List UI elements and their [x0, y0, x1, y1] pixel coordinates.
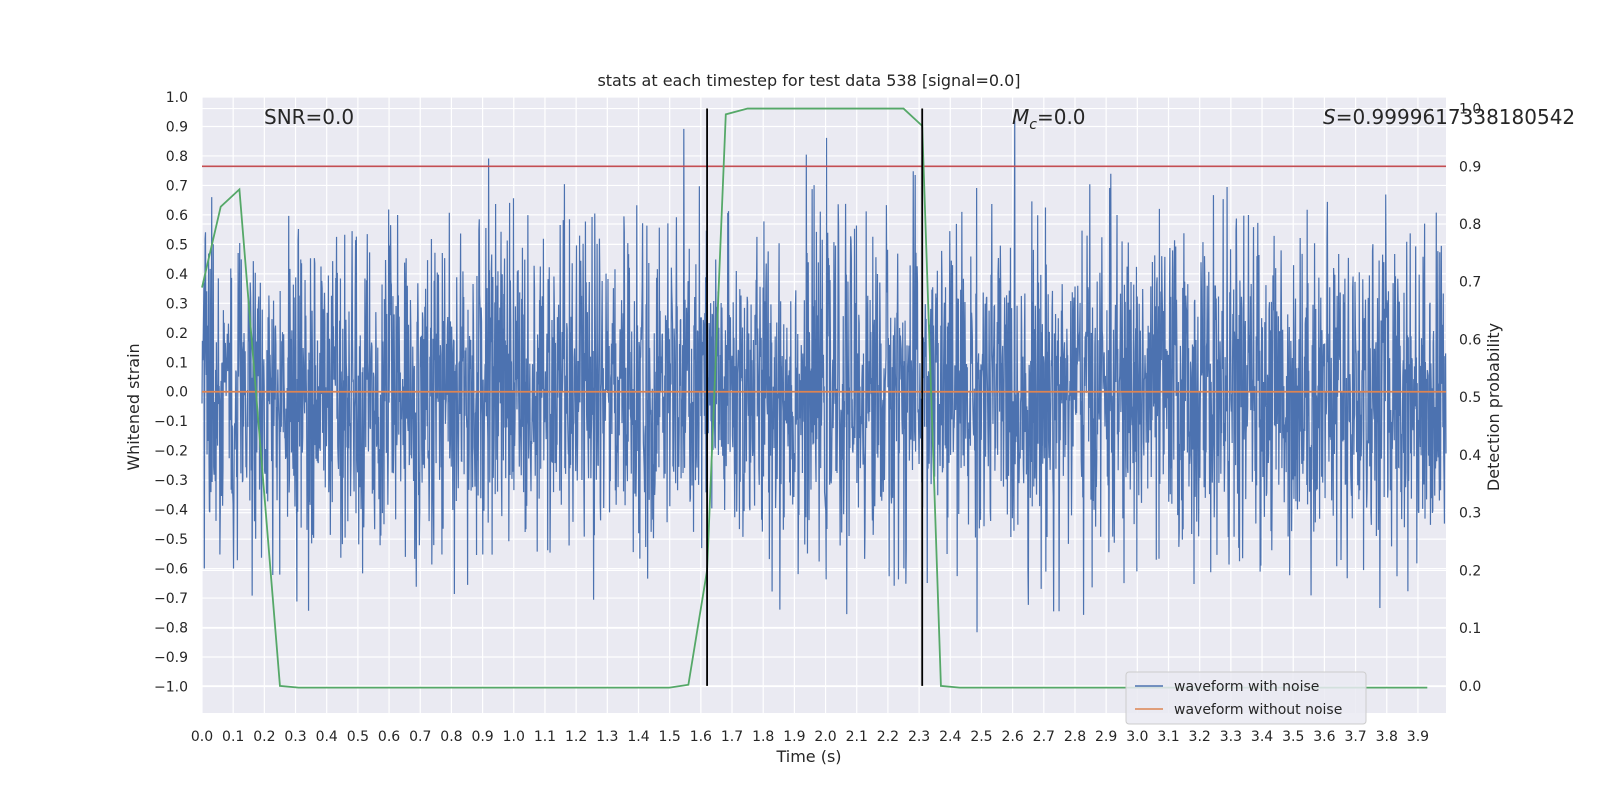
- mc-annotation: Mc=0.0: [1012, 105, 1086, 133]
- x-tick-label: 3.9: [1407, 729, 1429, 745]
- y-tick-label: 0.3: [166, 296, 188, 312]
- y-tick-label: 0.8: [166, 149, 188, 165]
- x-tick-label: 1.5: [659, 729, 681, 745]
- s-symbol: S: [1323, 105, 1336, 129]
- x-tick-label: 0.2: [253, 729, 275, 745]
- x-tick-label: 1.8: [752, 729, 774, 745]
- x-tick-label: 0.5: [347, 729, 369, 745]
- x-tick-label: 3.1: [1157, 729, 1179, 745]
- legend-box: [1125, 671, 1367, 725]
- y2-axis-ticks: 1.0 0.9 0.8 0.7 0.6 0.5 0.4 0.3 0.2 0.1 0.0: [1459, 102, 1481, 695]
- y-tick-label: 1.0: [166, 90, 188, 106]
- y-axis-label: Whitened strain: [124, 343, 143, 470]
- x-tick-label: 1.4: [627, 729, 649, 745]
- x-tick-label: 0.1: [222, 729, 244, 745]
- x-tick-label: 0.4: [316, 729, 338, 745]
- y-tick-label: 0.9: [166, 119, 188, 135]
- y-tick-label: 0.5: [166, 237, 188, 253]
- y-tick-label: 0.7: [166, 178, 188, 194]
- y-axis-ticks: 1.0 0.9 0.8 0.7 0.6 0.5 0.4 0.3 0.2 0.1 0.0 −0.1 −0.…: [154, 90, 188, 695]
- legend-label-waveform-without-noise: waveform without noise: [1174, 702, 1342, 718]
- x-tick-label: 3.6: [1313, 729, 1335, 745]
- chart-title: stats at each timestep for test data 538…: [597, 71, 1020, 90]
- y2-tick-label: 0.2: [1459, 563, 1481, 579]
- y2-tick-label: 0.0: [1459, 679, 1481, 695]
- x-tick-label: 1.1: [534, 729, 556, 745]
- x-tick-label: 1.0: [503, 729, 525, 745]
- y2-tick-label: 0.3: [1459, 506, 1481, 522]
- x-tick-label: 2.5: [970, 729, 992, 745]
- x-tick-label: 0.8: [440, 729, 462, 745]
- y2-tick-label: 1.0: [1459, 102, 1481, 118]
- mc-subscript: c: [1029, 117, 1037, 133]
- y2-tick-label: 0.9: [1459, 159, 1481, 175]
- legend: waveform with noise waveform without noi…: [1125, 671, 1367, 725]
- y-tick-label: −0.7: [154, 591, 188, 607]
- x-tick-label: 3.4: [1251, 729, 1273, 745]
- y-tick-label: 0.0: [166, 385, 188, 401]
- x-tick-label: 1.2: [565, 729, 587, 745]
- legend-label-waveform-with-noise: waveform with noise: [1174, 679, 1319, 695]
- y-tick-label: −0.1: [154, 414, 188, 430]
- x-tick-label: 0.0: [191, 729, 213, 745]
- s-annotation: S=0.9999617338180542: [1323, 105, 1575, 129]
- x-axis-label: Time (s): [775, 747, 841, 766]
- x-tick-label: 2.3: [908, 729, 930, 745]
- mc-value: =0.0: [1037, 105, 1086, 129]
- y-tick-label: −0.2: [154, 444, 188, 460]
- y-tick-label: 0.2: [166, 326, 188, 342]
- x-tick-label: 1.6: [690, 729, 712, 745]
- x-tick-label: 0.7: [409, 729, 431, 745]
- y2-tick-label: 0.7: [1459, 275, 1481, 291]
- y2-tick-label: 0.4: [1459, 448, 1481, 464]
- waveform-with-noise-series: [201, 120, 1447, 633]
- x-tick-label: 2.4: [939, 729, 961, 745]
- y2-tick-label: 0.1: [1459, 621, 1481, 637]
- y2-tick-label: 0.5: [1459, 390, 1481, 406]
- x-tick-label: 2.9: [1095, 729, 1117, 745]
- x-tick-label: 2.2: [877, 729, 899, 745]
- x-tick-label: 3.0: [1126, 729, 1148, 745]
- mc-symbol: M: [1012, 105, 1029, 129]
- x-tick-label: 2.6: [1001, 729, 1023, 745]
- x-tick-label: 2.0: [814, 729, 836, 745]
- y-tick-label: 0.1: [166, 355, 188, 371]
- x-tick-label: 3.7: [1344, 729, 1366, 745]
- x-tick-label: 2.1: [846, 729, 868, 745]
- x-tick-label: 3.2: [1189, 729, 1211, 745]
- y-tick-label: −1.0: [154, 679, 188, 695]
- x-tick-label: 0.6: [378, 729, 400, 745]
- y-tick-label: −0.3: [154, 473, 188, 489]
- x-tick-label: 2.8: [1064, 729, 1086, 745]
- y-tick-label: −0.9: [154, 650, 188, 666]
- s-value: =0.9999617338180542: [1336, 105, 1575, 129]
- y-tick-label: −0.4: [154, 503, 188, 519]
- noise-waveform-line: [201, 120, 1447, 633]
- x-tick-label: 0.9: [471, 729, 493, 745]
- y-tick-label: 0.6: [166, 208, 188, 224]
- x-tick-label: 3.8: [1376, 729, 1398, 745]
- y2-tick-label: 0.6: [1459, 332, 1481, 348]
- y2-axis-label: Detection probability: [1484, 323, 1503, 491]
- x-tick-label: 1.3: [596, 729, 618, 745]
- y-tick-label: −0.6: [154, 562, 188, 578]
- x-tick-label: 3.3: [1220, 729, 1242, 745]
- x-tick-label: 3.5: [1282, 729, 1304, 745]
- event-markers: [706, 108, 924, 686]
- x-tick-label: 2.7: [1033, 729, 1055, 745]
- y-tick-label: −0.5: [154, 532, 188, 548]
- y2-tick-label: 0.8: [1459, 217, 1481, 233]
- y-tick-label: −0.8: [154, 621, 188, 637]
- x-axis-ticks: 0.0 0.1 0.2 0.3 0.4 0.5 0.6 0.7 0.8 0.9 1.0 1.1 1.2 1…: [191, 729, 1429, 745]
- x-tick-label: 1.9: [783, 729, 805, 745]
- x-tick-label: 1.7: [721, 729, 743, 745]
- snr-annotation: SNR=0.0: [264, 105, 354, 129]
- x-tick-label: 0.3: [284, 729, 306, 745]
- y-tick-label: 0.4: [166, 267, 188, 283]
